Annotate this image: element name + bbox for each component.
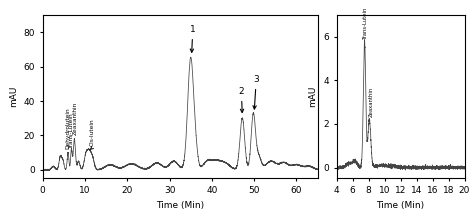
X-axis label: Time (Min): Time (Min) — [156, 201, 204, 210]
Y-axis label: mAU: mAU — [309, 86, 318, 108]
X-axis label: Time (Min): Time (Min) — [376, 201, 425, 210]
Text: 3: 3 — [253, 75, 259, 109]
Y-axis label: mAU: mAU — [9, 86, 18, 108]
Text: 1: 1 — [190, 25, 196, 52]
Text: Zeaxanthin: Zeaxanthin — [368, 87, 374, 117]
Text: Cis-lutein: Cis-lutein — [90, 118, 95, 146]
Text: Trans-Lutein: Trans-Lutein — [363, 7, 368, 39]
Text: Dehydrolutein: Dehydrolutein — [65, 108, 71, 149]
Text: Trans-Lutein: Trans-Lutein — [69, 114, 74, 149]
Text: Zeaxanthin: Zeaxanthin — [73, 102, 77, 135]
Text: 2: 2 — [238, 87, 244, 112]
